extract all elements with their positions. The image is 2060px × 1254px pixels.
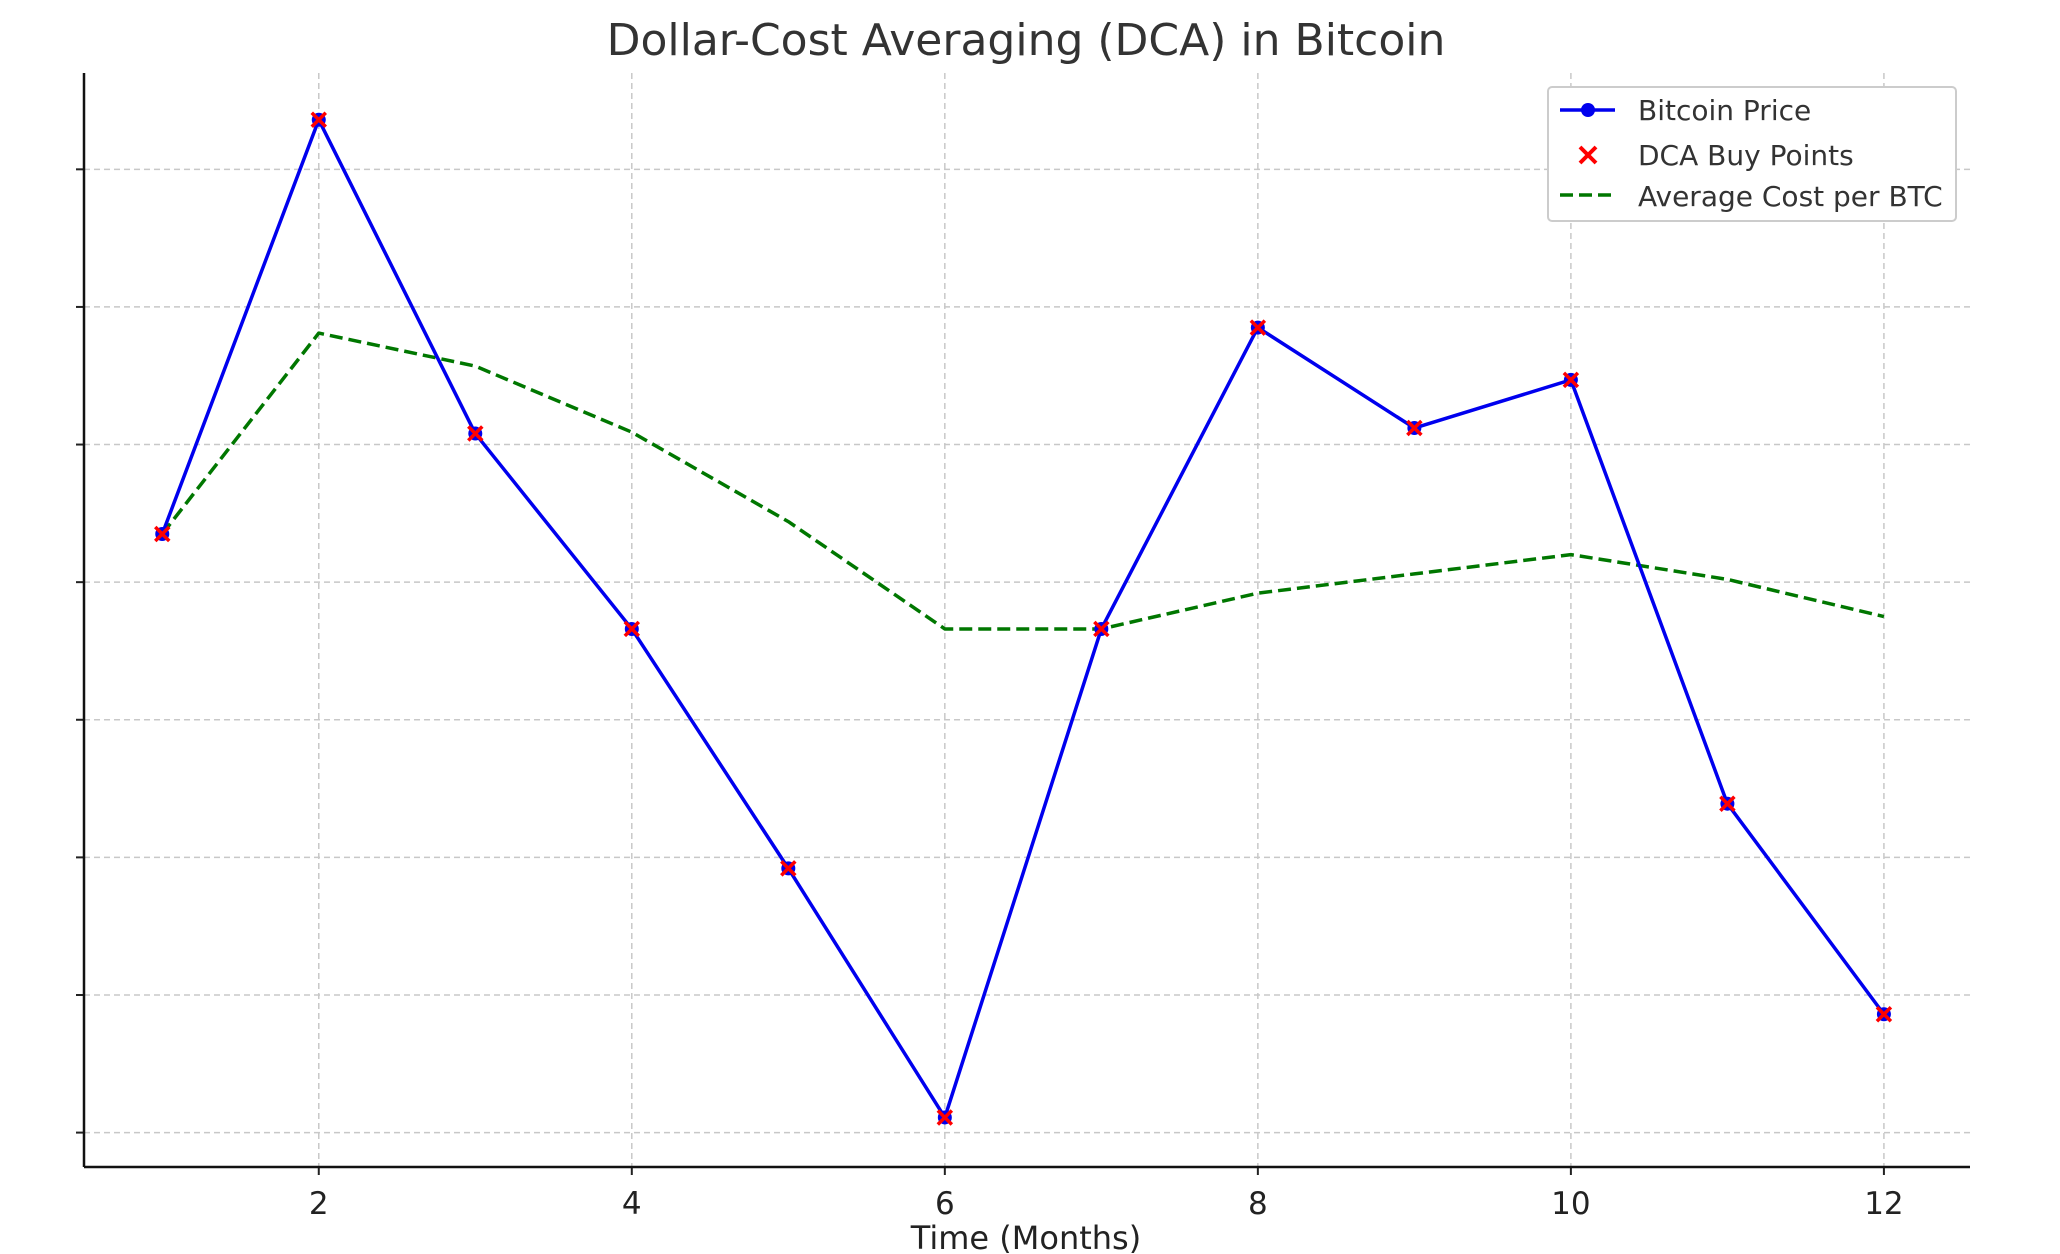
dca-buy-point-4 <box>623 620 641 638</box>
grid-layer <box>84 73 1970 1167</box>
dca-buy-point-11 <box>1719 795 1736 812</box>
markers-layer <box>154 111 1893 1126</box>
dca-buy-point-10 <box>1562 371 1580 389</box>
axes-layer: 2 4 6 8 10 12 <box>76 73 1970 1222</box>
x-tick-label-10: 10 <box>1551 1186 1590 1222</box>
series-bitcoin-price-line <box>160 118 1886 1120</box>
legend-label-dca-buy-points: DCA Buy Points <box>1638 139 1854 172</box>
dca-buy-point-1 <box>154 525 171 543</box>
x-tick-label-8: 8 <box>1248 1186 1268 1222</box>
dca-buy-point-5 <box>780 860 797 877</box>
dca-buy-point-9 <box>1406 419 1423 437</box>
dca-buy-point-12 <box>1875 1006 1893 1023</box>
chart-title: Dollar-Cost Averaging (DCA) in Bitcoin <box>607 15 1446 66</box>
dca-buy-point-3 <box>467 425 484 442</box>
dca-buy-point-8 <box>1249 319 1267 336</box>
legend-frame <box>1547 86 1957 222</box>
x-tick-label-4: 4 <box>622 1186 642 1222</box>
legend: Bitcoin Price DCA Buy Points Average Cos… <box>1547 86 1957 222</box>
series-average-cost-line <box>160 331 1885 631</box>
x-tick-label-6: 6 <box>935 1186 955 1222</box>
series-layer <box>160 118 1886 1120</box>
dca-buy-point-6 <box>936 1109 954 1126</box>
legend-price-dot-icon <box>1581 103 1595 117</box>
dca-buy-point-2 <box>310 111 328 129</box>
x-tick-label-2: 2 <box>309 1186 329 1222</box>
legend-label-average-cost: Average Cost per BTC <box>1638 180 1943 213</box>
dca-buy-point-7 <box>1093 620 1110 638</box>
legend-x-marker-icon <box>1578 145 1598 165</box>
x-axis-label: Time (Months) <box>910 1219 1141 1254</box>
legend-label-bitcoin-price: Bitcoin Price <box>1638 94 1811 127</box>
x-tick-label-12: 12 <box>1864 1186 1903 1222</box>
